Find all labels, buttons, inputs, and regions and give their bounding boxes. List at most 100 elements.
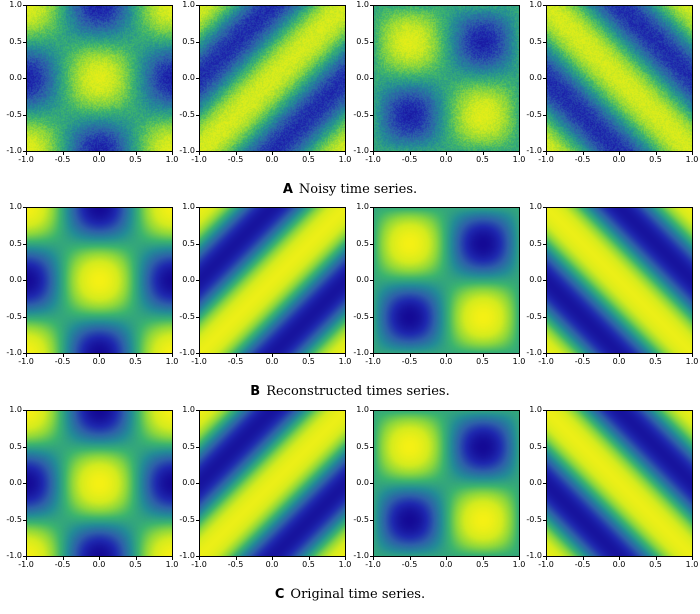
y-tick-mark [543, 316, 546, 318]
x-tick-mark [99, 354, 100, 357]
y-tick-mark [23, 446, 26, 448]
x-tick-mark [446, 557, 447, 560]
x-tick-label: -1.0 [18, 155, 34, 164]
plot-frame [26, 207, 173, 354]
caption-text: Reconstructed times series. [266, 384, 450, 399]
heatmap-image [546, 5, 693, 152]
x-tick-mark [199, 354, 200, 357]
x-tick-label: 0.5 [476, 357, 489, 366]
y-tick-mark [23, 78, 26, 79]
y-tick-mark [23, 243, 26, 245]
x-tick-mark [308, 557, 310, 560]
y-tick-mark [196, 483, 199, 484]
row-caption: A Noisy time series. [0, 182, 700, 197]
x-tick-mark [619, 354, 620, 357]
y-tick-mark [196, 446, 199, 448]
x-tick-label: 0.5 [476, 560, 489, 569]
heatmap-b-3: 1.0 0.5 0.0 -0.5 -1.0 -1.0 -0.5 0.0 0.5 1.0 [353, 202, 525, 366]
y-tick-label: 1.0 [9, 405, 22, 414]
heatmap-a-4: 1.0 0.5 0.0 -0.5 -1.0 -1.0 -0.5 0.0 0.5 1.0 [526, 0, 698, 164]
y-tick-mark [196, 78, 199, 79]
x-tick-mark [26, 557, 27, 560]
y-tick-mark [543, 483, 546, 484]
y-tick-label: 0.0 [356, 73, 369, 82]
y-tick-label: 1.0 [182, 405, 195, 414]
caption-text: Noisy time series. [298, 182, 418, 197]
y-tick-label: 0.5 [356, 238, 369, 248]
x-tick-label: -1.0 [538, 155, 554, 164]
y-tick-label: -0.5 [353, 514, 369, 524]
x-tick-label: 0.0 [92, 357, 106, 366]
y-tick-mark [23, 316, 26, 318]
x-tick-label: -1.0 [538, 357, 554, 366]
plot-frame [373, 5, 520, 152]
y-tick-mark [543, 353, 546, 354]
y-tick-label: 0.0 [9, 478, 22, 487]
x-tick-label: 0.0 [439, 155, 453, 164]
x-tick-mark [235, 557, 237, 560]
plot-frame [373, 410, 520, 557]
caption-text: Original time series. [290, 587, 426, 602]
y-tick-label: 1.0 [356, 202, 369, 211]
x-tick-mark [26, 354, 27, 357]
x-tick-label: 0.5 [302, 357, 315, 366]
y-tick-label: -0.5 [179, 311, 195, 321]
y-tick-mark [370, 78, 373, 79]
x-tick-label: 0.5 [129, 357, 142, 366]
heatmap-c-1: 1.0 0.5 0.0 -0.5 -1.0 -1.0 -0.5 0.0 0.5 1.0 [6, 405, 178, 569]
y-tick-label: 0.5 [356, 36, 369, 46]
x-tick-mark [373, 152, 374, 155]
x-tick-mark [308, 354, 310, 357]
heatmap-a-1: 1.0 0.5 0.0 -0.5 -1.0 -1.0 -0.5 0.0 0.5 1.0 [6, 0, 178, 164]
heatmap-image [199, 410, 346, 557]
plot-frame [546, 410, 693, 557]
y-tick-mark [543, 280, 546, 281]
x-tick-label: -0.5 [574, 155, 591, 164]
y-tick-mark [23, 280, 26, 281]
y-tick-label: 0.0 [529, 73, 542, 82]
x-tick-mark [62, 557, 64, 560]
x-tick-mark [546, 557, 547, 560]
y-tick-mark [370, 410, 373, 411]
y-tick-mark [370, 483, 373, 484]
y-tick-mark [196, 556, 199, 557]
y-tick-label: 1.0 [529, 0, 542, 9]
y-tick-mark [23, 483, 26, 484]
row-caption: B Reconstructed times series. [0, 384, 700, 399]
x-tick-mark [345, 354, 346, 357]
x-tick-mark [409, 557, 411, 560]
x-tick-label: 1.0 [338, 560, 352, 569]
x-tick-label: -1.0 [365, 560, 381, 569]
y-tick-mark [370, 280, 373, 281]
x-tick-mark [655, 354, 657, 357]
y-tick-label: -1.0 [6, 348, 22, 357]
plot-frame [546, 207, 693, 354]
x-tick-mark [345, 557, 346, 560]
x-tick-label: 1.0 [165, 357, 179, 366]
x-tick-mark [446, 152, 447, 155]
heatmap-c-4: 1.0 0.5 0.0 -0.5 -1.0 -1.0 -0.5 0.0 0.5 1.0 [526, 405, 698, 569]
y-tick-label: -1.0 [179, 551, 195, 560]
x-tick-label: -1.0 [191, 155, 207, 164]
y-tick-mark [370, 41, 373, 43]
y-tick-label: -0.5 [6, 109, 22, 119]
y-tick-mark [543, 114, 546, 116]
y-tick-label: 0.5 [9, 36, 22, 46]
y-tick-label: 0.5 [182, 441, 195, 451]
x-tick-label: -0.5 [574, 560, 591, 569]
x-tick-label: -0.5 [401, 357, 418, 366]
x-tick-mark [172, 557, 173, 560]
x-tick-label: 1.0 [685, 357, 699, 366]
plot-frame [546, 5, 693, 152]
y-tick-label: 0.5 [356, 441, 369, 451]
y-tick-label: -1.0 [526, 348, 542, 357]
x-tick-mark [272, 557, 273, 560]
plot-frame [199, 410, 346, 557]
x-tick-label: -1.0 [191, 560, 207, 569]
y-tick-label: -1.0 [526, 146, 542, 155]
heatmap-image [373, 5, 520, 152]
y-tick-mark [196, 316, 199, 318]
heatmap-b-2: 1.0 0.5 0.0 -0.5 -1.0 -1.0 -0.5 0.0 0.5 1.0 [179, 202, 351, 366]
y-tick-mark [543, 5, 546, 6]
heatmap-b-4: 1.0 0.5 0.0 -0.5 -1.0 -1.0 -0.5 0.0 0.5 1.0 [526, 202, 698, 366]
